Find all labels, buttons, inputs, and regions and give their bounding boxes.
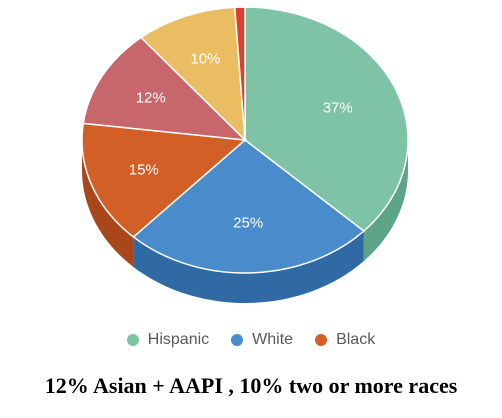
pie-slices	[81, 6, 409, 274]
legend-swatch-black	[315, 334, 328, 346]
pie-chart: 37% 25% 15% 12% 10%	[81, 6, 409, 303]
legend-item-white: White	[231, 331, 293, 349]
pie-side-white-1	[133, 231, 364, 303]
legend-item-hispanic: Hispanic	[126, 331, 210, 349]
pie-slice-black-2	[81, 122, 247, 238]
chart-caption: 12% Asian + AAPI , 10% two or more races	[44, 373, 458, 398]
pie-side-black-2	[82, 140, 134, 267]
legend: Hispanic White Black	[0, 331, 502, 349]
pie-slice-other-5	[233, 6, 246, 141]
pie-slice-hispanic-0	[244, 6, 409, 233]
pie-label-0: 37%	[323, 99, 353, 116]
pie-side-hispanic-0	[363, 140, 408, 262]
legend-item-black: Black	[315, 331, 375, 349]
pie-label-3: 12%	[136, 90, 166, 107]
legend-swatch-hispanic	[126, 334, 139, 346]
pie-slice-other-3	[82, 36, 248, 141]
legend-label-hispanic: Hispanic	[147, 331, 210, 348]
legend-label-black: Black	[336, 331, 376, 348]
legend-swatch-white	[231, 334, 244, 346]
pie-labels: 37% 25% 15% 12% 10%	[129, 50, 353, 231]
pie-slice-other-4	[139, 6, 246, 142]
pie-slice-white-1	[132, 139, 366, 274]
pie-label-4: 10%	[190, 50, 220, 67]
pie-label-2: 15%	[129, 162, 159, 179]
pie-sides	[82, 140, 408, 303]
pie-label-1: 25%	[233, 214, 263, 231]
legend-label-white: White	[252, 331, 294, 348]
